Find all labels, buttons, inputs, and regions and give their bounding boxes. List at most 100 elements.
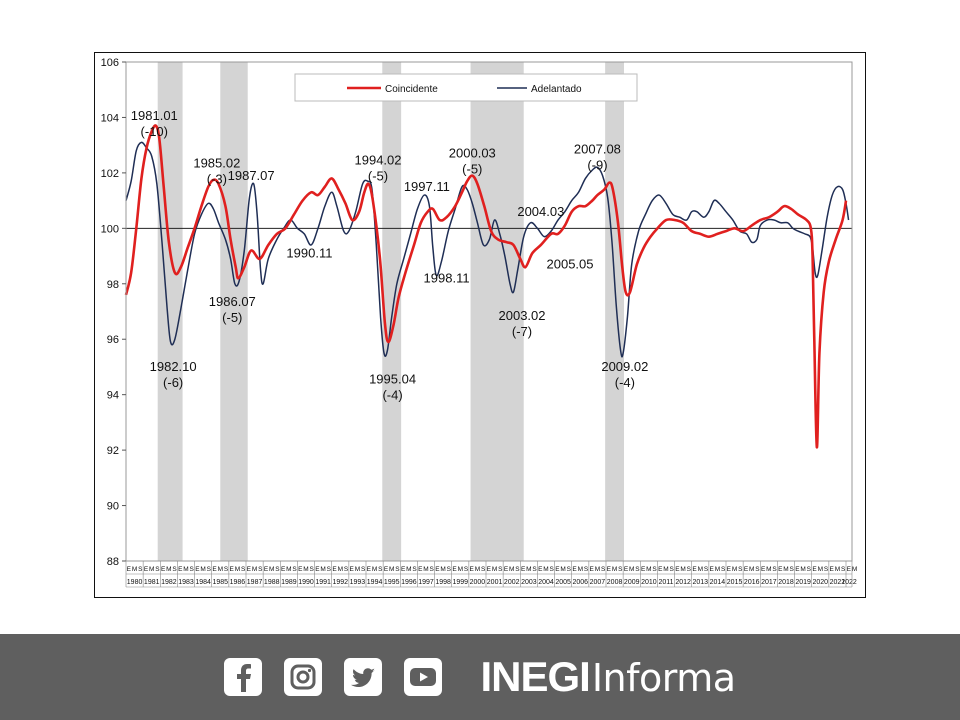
x-year-label: 2012 — [675, 579, 691, 586]
x-year-label: 2000 — [470, 579, 486, 586]
x-subtick-label: S — [515, 566, 520, 573]
x-subtick-label: M — [149, 566, 154, 573]
x-subtick-label: E — [281, 566, 286, 573]
x-year-label: 1998 — [435, 579, 451, 586]
x-subtick-label: S — [481, 566, 486, 573]
x-subtick-label: S — [430, 566, 435, 573]
x-subtick-label: E — [384, 566, 389, 573]
x-subtick-label: E — [538, 566, 543, 573]
annotation-label: 1987.07 — [228, 168, 275, 183]
x-subtick-label: M — [800, 566, 805, 573]
x-year-label: 2014 — [710, 579, 726, 586]
x-subtick-label: M — [698, 566, 703, 573]
x-subtick-label: S — [721, 566, 726, 573]
x-subtick-label: E — [367, 566, 372, 573]
x-year-label: 2001 — [487, 579, 503, 586]
x-subtick-label: S — [241, 566, 246, 573]
twitter-icon[interactable] — [344, 658, 383, 696]
x-subtick-label: M — [423, 566, 428, 573]
x-year-label: 1995 — [384, 579, 400, 586]
youtube-icon[interactable] — [404, 658, 443, 696]
x-subtick-label: M — [663, 566, 668, 573]
x-subtick-label: M — [680, 566, 685, 573]
annotation-label: 2003.02 (-7) — [499, 308, 546, 339]
recession-band — [470, 62, 524, 561]
x-subtick-label: S — [584, 566, 589, 573]
recession-band — [220, 62, 248, 561]
x-year-label: 2016 — [744, 579, 760, 586]
x-subtick-label: E — [452, 566, 457, 573]
annotation-label: 2009.02 (-4) — [601, 359, 648, 390]
annotation-label: 2007.08 (-9) — [574, 141, 621, 172]
legend-label-adelantado: Adelantado — [531, 84, 582, 95]
x-subtick-label: E — [590, 566, 595, 573]
x-subtick-label: S — [618, 566, 623, 573]
x-subtick-label: E — [435, 566, 440, 573]
footer-bar: INEGI Informa — [0, 634, 960, 720]
x-year-label: 1983 — [178, 579, 194, 586]
x-subtick-label: E — [487, 566, 492, 573]
x-year-label: 2019 — [795, 579, 811, 586]
x-subtick-label: E — [247, 566, 252, 573]
recession-band — [382, 62, 402, 561]
x-subtick-label: E — [555, 566, 560, 573]
x-subtick-label: S — [258, 566, 263, 573]
x-subtick-label: M — [218, 566, 223, 573]
x-year-label: 1982 — [161, 579, 177, 586]
x-subtick-label: E — [127, 566, 132, 573]
facebook-icon[interactable] — [224, 658, 263, 696]
annotation-label: 1994.02 (-5) — [355, 153, 402, 184]
x-year-label: 1996 — [401, 579, 417, 586]
x-year-label: 1981 — [144, 579, 160, 586]
x-subtick-label: M — [526, 566, 531, 573]
x-year-label: 1980 — [127, 579, 143, 586]
x-year-label: 2002 — [504, 579, 520, 586]
x-subtick-label: M — [783, 566, 788, 573]
x-subtick-label: M — [578, 566, 583, 573]
x-subtick-label: E — [607, 566, 612, 573]
x-year-label: 2007 — [590, 579, 606, 586]
x-year-label: 2022 — [841, 579, 857, 586]
series-line-coincidente — [124, 124, 848, 449]
x-subtick-label: M — [509, 566, 514, 573]
x-subtick-label: M — [732, 566, 737, 573]
x-subtick-label: S — [738, 566, 743, 573]
recession-band — [157, 62, 183, 561]
x-subtick-label: S — [464, 566, 469, 573]
x-subtick-label: M — [560, 566, 565, 573]
x-subtick-label: E — [504, 566, 509, 573]
x-subtick-label: M — [595, 566, 600, 573]
x-subtick-label: M — [440, 566, 445, 573]
x-year-label: 2008 — [607, 579, 623, 586]
x-year-label: 1989 — [281, 579, 297, 586]
y-tick-label: 98 — [107, 279, 119, 291]
x-subtick-label: S — [275, 566, 280, 573]
x-year-label: 2011 — [658, 579, 673, 586]
legend-box — [294, 73, 638, 102]
x-year-label: 1990 — [298, 579, 314, 586]
x-subtick-label: S — [498, 566, 503, 573]
x-subtick-label: M — [646, 566, 651, 573]
annotation-label: 2000.03 (-5) — [449, 146, 496, 177]
annotation-label: 1985.02 (-3) — [193, 155, 240, 186]
x-subtick-label: E — [332, 566, 337, 573]
annotation-label: 1981.01 (-10) — [131, 108, 178, 139]
y-tick-label: 106 — [101, 57, 119, 69]
x-subtick-label: M — [132, 566, 137, 573]
y-tick-label: 100 — [101, 223, 119, 235]
x-year-label: 2017 — [761, 579, 777, 586]
x-subtick-label: M — [475, 566, 480, 573]
x-subtick-label: M — [492, 566, 497, 573]
x-subtick-label: M — [183, 566, 188, 573]
x-subtick-label: S — [138, 566, 143, 573]
x-year-label: 1985 — [212, 579, 228, 586]
y-tick-label: 94 — [107, 390, 119, 402]
x-subtick-label: S — [412, 566, 417, 573]
x-year-label: 2009 — [624, 579, 640, 586]
x-subtick-label: E — [572, 566, 577, 573]
instagram-icon[interactable] — [284, 658, 323, 696]
x-subtick-label: S — [327, 566, 332, 573]
y-tick-label: 88 — [107, 556, 119, 568]
x-subtick-label: E — [470, 566, 475, 573]
x-year-label: 2020 — [812, 579, 828, 586]
